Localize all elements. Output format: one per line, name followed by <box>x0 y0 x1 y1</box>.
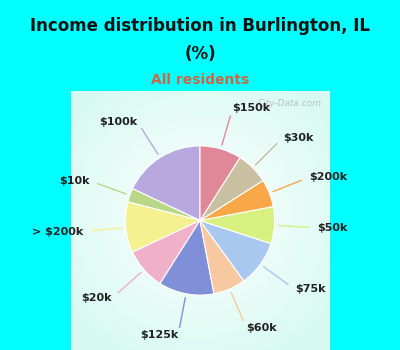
Text: $50k: $50k <box>317 223 347 233</box>
Wedge shape <box>200 146 240 220</box>
Wedge shape <box>200 220 271 281</box>
Wedge shape <box>132 146 200 220</box>
Wedge shape <box>200 206 274 244</box>
Wedge shape <box>200 158 263 220</box>
Wedge shape <box>132 220 200 284</box>
Wedge shape <box>160 220 214 295</box>
Wedge shape <box>200 181 273 220</box>
Wedge shape <box>126 202 200 252</box>
Text: $100k: $100k <box>99 117 137 127</box>
Text: $10k: $10k <box>59 176 90 186</box>
Text: $150k: $150k <box>233 103 271 113</box>
Wedge shape <box>128 189 200 220</box>
Text: City-Data.com: City-Data.com <box>258 99 322 108</box>
Text: $200k: $200k <box>309 173 347 182</box>
Text: All residents: All residents <box>151 73 249 87</box>
Text: > $200k: > $200k <box>32 226 84 237</box>
Text: Income distribution in Burlington, IL: Income distribution in Burlington, IL <box>30 17 370 35</box>
Text: $20k: $20k <box>82 293 112 303</box>
Text: (%): (%) <box>184 46 216 63</box>
Wedge shape <box>200 220 244 294</box>
Text: $125k: $125k <box>140 330 178 341</box>
Text: $30k: $30k <box>283 133 313 143</box>
Text: $60k: $60k <box>246 323 277 333</box>
Text: $75k: $75k <box>295 284 325 294</box>
